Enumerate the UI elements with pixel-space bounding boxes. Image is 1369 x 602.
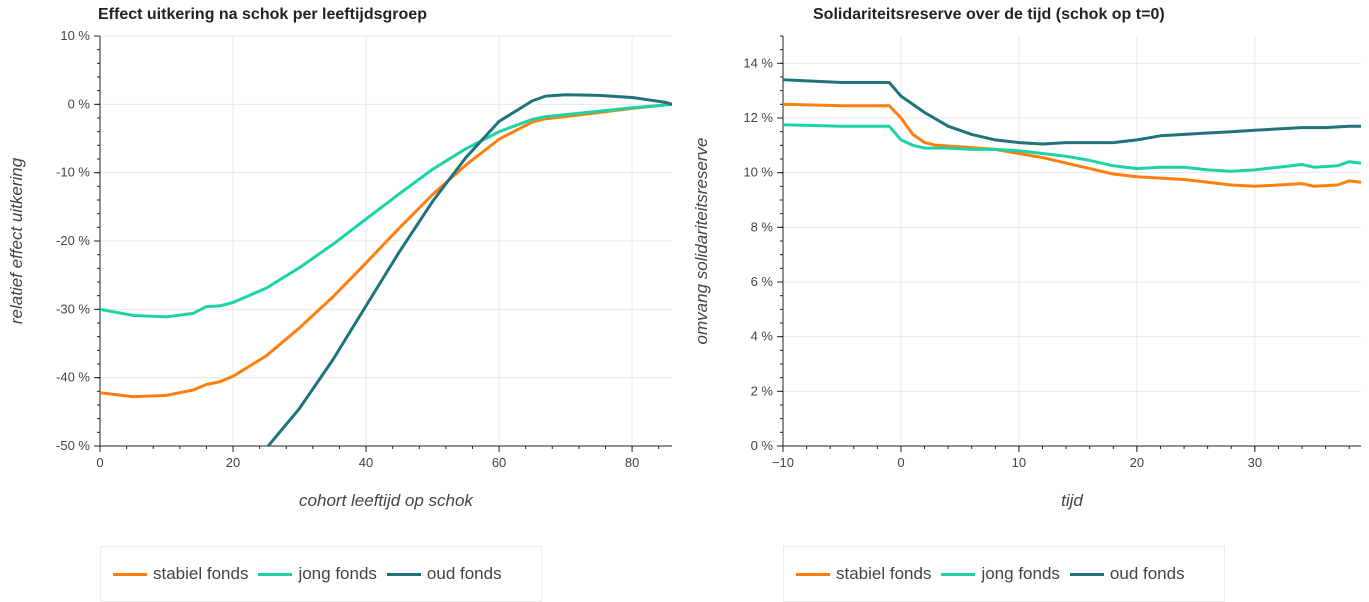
y-tick-label: -50 % — [56, 438, 90, 453]
series-line-stabiel — [783, 102, 1361, 188]
legend-item-oud[interactable]: oud fonds — [386, 564, 502, 584]
y-tick-label: 0 % — [68, 96, 91, 111]
x-tick-label: 0 — [96, 455, 103, 470]
line-chart-tijd: 0 % 2 % 4 % 6 % 8 % 10 % 12 % 14 % −10 0 10 20 30 tij… — [692, 35, 1361, 510]
chart-panel-right: Solidariteitsreserve over de tijd (schok… — [685, 0, 1369, 602]
legend-item-jong[interactable]: jong fonds — [941, 564, 1060, 584]
x-tick-label: −10 — [772, 455, 794, 470]
y-tick-label: 8 % — [751, 219, 774, 234]
series-line-jong — [100, 102, 672, 319]
series-line-oud — [266, 93, 672, 446]
series-line-stabiel — [100, 102, 672, 399]
y-axis-label: relatief effect uitkering — [7, 157, 26, 324]
series-line-oud — [783, 78, 1361, 146]
legend-swatch-stabiel — [113, 572, 147, 576]
x-tick-label: 0 — [897, 455, 904, 470]
legend-label: jong fonds — [981, 564, 1060, 583]
legend-item-stabiel[interactable]: stabiel fonds — [113, 564, 248, 584]
legend-item-stabiel[interactable]: stabiel fonds — [796, 564, 931, 584]
y-tick-label: 0 % — [751, 438, 774, 453]
y-tick-label: 10 % — [60, 28, 90, 43]
x-tick-label: 60 — [492, 455, 506, 470]
y-tick-label: -20 % — [56, 233, 90, 248]
y-tick-label: 6 % — [751, 274, 774, 289]
legend-label: oud fonds — [426, 564, 502, 583]
y-tick-label: 12 % — [743, 110, 773, 125]
chart-title: Solidariteitsreserve over de tijd (schok… — [813, 6, 1165, 23]
chart-legend: stabiel fonds jong fonds oud fonds — [783, 546, 1225, 602]
x-tick-label: 40 — [359, 455, 373, 470]
legend-swatch-oud — [1069, 572, 1104, 576]
y-tick-label: 14 % — [743, 55, 773, 70]
series-group — [100, 93, 672, 446]
x-axis-label: cohort leeftijd op schok — [299, 491, 474, 510]
legend-label: jong fonds — [298, 564, 377, 583]
y-tick-label: 4 % — [751, 329, 774, 344]
y-tick-label: 10 % — [743, 165, 773, 180]
y-tick-label: -10 % — [56, 165, 90, 180]
legend-item-oud[interactable]: oud fonds — [1069, 564, 1185, 584]
series-group — [783, 78, 1361, 188]
x-tick-label: 30 — [1248, 455, 1262, 470]
y-tick-label: -30 % — [56, 301, 90, 316]
x-tick-label: 80 — [625, 455, 639, 470]
y-tick-label: -40 % — [56, 370, 90, 385]
chart-panel-left: Effect uitkering na schok per leeftijdsg… — [7, 6, 672, 602]
x-tick-label: 20 — [1130, 455, 1144, 470]
legend-swatch-jong — [258, 572, 293, 576]
legend-swatch-jong — [941, 572, 976, 576]
x-tick-label: 10 — [1012, 455, 1026, 470]
legend-label: stabiel fonds — [153, 564, 249, 583]
legend-label: oud fonds — [1109, 564, 1185, 583]
x-tick-label: 20 — [226, 455, 240, 470]
legend-label: stabiel fonds — [836, 564, 932, 583]
y-axis-label: omvang solidariteitsreserve — [692, 138, 711, 345]
legend-swatch-oud — [386, 572, 421, 576]
chart-legend: stabiel fonds jong fonds oud fonds — [100, 546, 542, 602]
y-tick-label: 2 % — [751, 383, 774, 398]
chart-title: Effect uitkering na schok per leeftijdsg… — [98, 6, 427, 23]
x-axis-label: tijd — [1061, 491, 1083, 510]
series-line-jong — [783, 123, 1361, 173]
line-chart-leeftijd: -50 % -40 % -30 % -20 % -10 % 0 % 10 % 0 20 40 60 8… — [7, 28, 672, 510]
legend-swatch-stabiel — [796, 572, 830, 576]
legend-item-jong[interactable]: jong fonds — [258, 564, 377, 584]
